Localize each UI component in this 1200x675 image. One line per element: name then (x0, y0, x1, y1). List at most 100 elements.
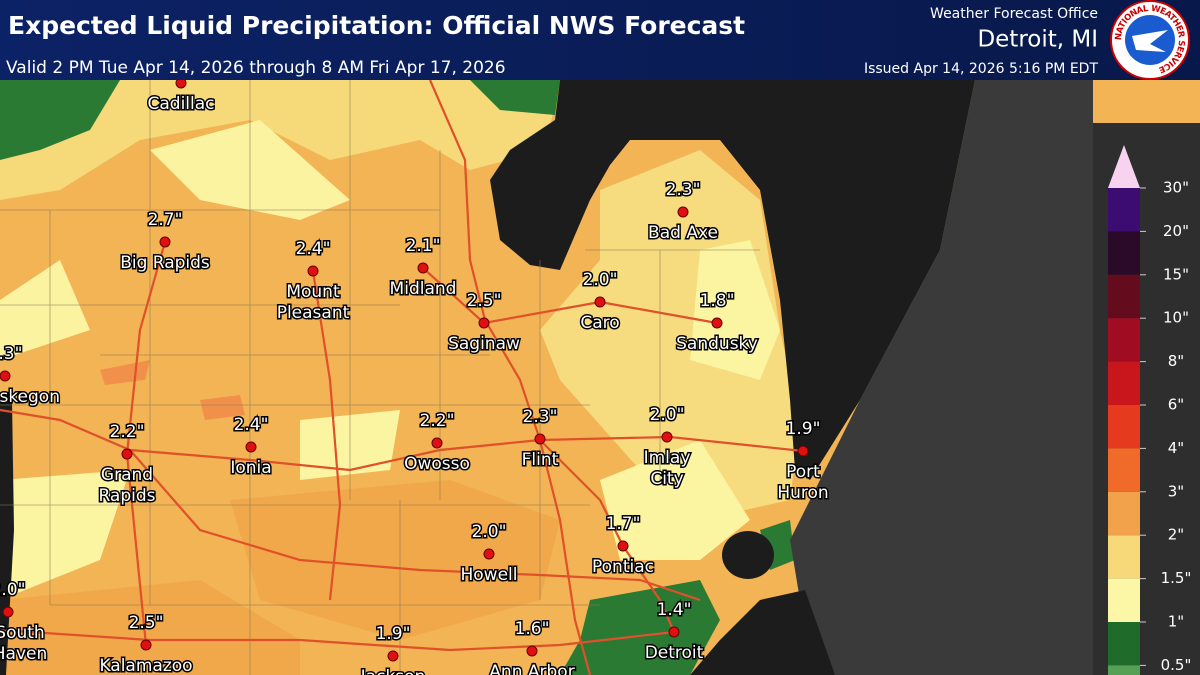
city-value: 2.5" (129, 613, 164, 633)
legend-label: 15" (1163, 265, 1189, 283)
legend-swatch (1108, 405, 1140, 449)
city-name: Detroit (645, 643, 704, 663)
city-dot (534, 433, 546, 445)
city-dot (797, 445, 809, 457)
city-value: 2.4" (234, 415, 269, 435)
lake-michigan (0, 400, 14, 675)
city-value: 2.7" (148, 210, 183, 230)
city-value: 2.5" (467, 291, 502, 311)
city-dot (417, 262, 429, 274)
city-value: 2.0" (583, 270, 618, 290)
city-dot (0, 370, 11, 382)
city-value: 2.4" (296, 239, 331, 259)
legend-label: 3" (1168, 482, 1184, 500)
city-name: South (0, 623, 45, 643)
city-name: Pleasant (277, 303, 350, 323)
office: Weather Forecast Office (930, 6, 1098, 22)
city-name: Midland (390, 279, 457, 299)
city-name: Imlay (644, 448, 691, 468)
city-value: 2.2" (420, 411, 455, 431)
legend-swatch (1108, 491, 1140, 536)
city-dot (526, 645, 538, 657)
legend-label: 8" (1168, 352, 1184, 370)
city-name: Ann Arbor (489, 662, 574, 675)
legend-swatch (1108, 318, 1140, 362)
legend-swatch (1108, 622, 1140, 666)
city-dot (431, 437, 443, 449)
zone (0, 80, 560, 160)
legend: 30" 20" 15" 10" 8" 6" 4" 3" 2" 1.5" 1" 0.5" (1093, 123, 1200, 675)
city-dot (307, 265, 319, 277)
legend-swatch (1108, 448, 1140, 492)
city-name: City (650, 469, 683, 489)
title: Expected Liquid Precipitation: Official … (8, 11, 745, 40)
city-dot (617, 540, 629, 552)
city-name: Flint (522, 450, 559, 470)
city-name: Rapids (98, 486, 155, 506)
legend-label: 1" (1168, 613, 1184, 631)
city-value: 2.2" (110, 422, 145, 442)
city-value: 1.9" (376, 624, 411, 644)
nws-logo: NATIONAL WEATHER SERVICE (1110, 0, 1190, 80)
city-value: 2.0" (472, 522, 507, 542)
city-name: Muskegon (0, 387, 60, 407)
legend-label: 20" (1163, 222, 1189, 240)
legend-label: 0.5" (1161, 656, 1192, 674)
city-dot (483, 548, 495, 560)
lake-huron (490, 80, 975, 480)
city-dot (245, 441, 257, 453)
issued: Issued Apr 14, 2026 5:16 PM EDT (864, 61, 1098, 77)
city-name: Caro (580, 313, 619, 333)
legend-label: 30" (1163, 179, 1189, 197)
location: Detroit, MI (977, 27, 1098, 53)
city-name: Huron (777, 483, 828, 503)
city-name: Sandusky (676, 334, 758, 354)
city-value: 2.0" (650, 405, 685, 425)
zone (0, 240, 780, 600)
city-value: 2.0" (0, 580, 25, 600)
city-name: Big Rapids (120, 253, 210, 273)
city-dot (159, 236, 171, 248)
city-name: Howell (461, 565, 518, 585)
legend-label: 6" (1168, 396, 1184, 414)
city-value: 2.3" (523, 407, 558, 427)
city-dot (668, 626, 680, 638)
city-name: Haven (0, 644, 47, 664)
city-dot (661, 431, 673, 443)
city-dot (140, 639, 152, 651)
city-name: Kalamazoo (99, 656, 192, 675)
city-name: Cadillac (147, 94, 214, 114)
city-name: Port (786, 462, 820, 482)
city-name: Pontiac (592, 557, 654, 577)
legend-swatch (1108, 361, 1140, 405)
legend-swatch (1108, 535, 1140, 579)
header-bg (0, 0, 1200, 80)
city-value: 2.3" (0, 344, 22, 364)
county-lines (0, 80, 760, 675)
header: Expected Liquid Precipitation: Official … (0, 0, 1200, 80)
city-dot (594, 296, 606, 308)
legend-label: 10" (1163, 309, 1189, 327)
city-name: Ionia (230, 458, 271, 478)
city-name: Jackson (360, 667, 426, 675)
zone (540, 150, 800, 520)
city-dot (121, 448, 133, 460)
zone (0, 120, 350, 360)
legend-label: 1.5" (1161, 569, 1192, 587)
city-value: 1.6" (515, 619, 550, 639)
city-name: Grand (101, 465, 153, 485)
lake-st-clair (722, 531, 774, 579)
legend-swatch (1108, 274, 1140, 319)
ontario (790, 80, 1093, 675)
city-dot (387, 650, 399, 662)
city-name: Mount (286, 282, 340, 302)
zone (560, 520, 795, 675)
city-dot (677, 206, 689, 218)
city-name: Saginaw (448, 334, 520, 354)
legend-label: 2" (1168, 526, 1184, 544)
city-name: Bad Axe (648, 223, 718, 243)
legend-swatch (1108, 231, 1140, 275)
